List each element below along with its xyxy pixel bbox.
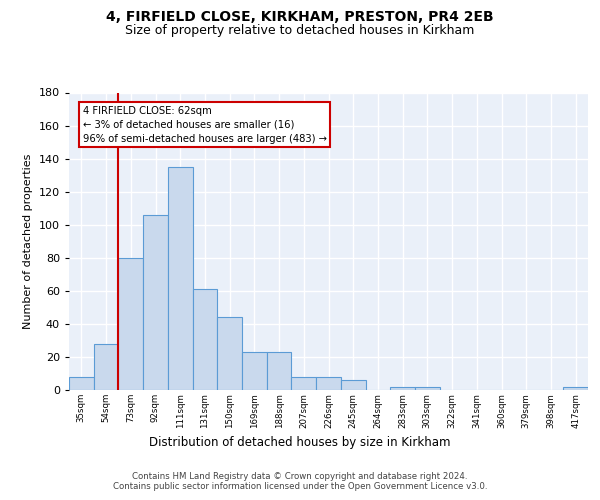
Bar [341, 380, 365, 390]
Bar [292, 377, 316, 390]
Bar [168, 167, 193, 390]
Bar [415, 386, 440, 390]
Bar [143, 215, 168, 390]
Bar [69, 377, 94, 390]
Bar [94, 344, 118, 390]
Text: Contains HM Land Registry data © Crown copyright and database right 2024.
Contai: Contains HM Land Registry data © Crown c… [113, 472, 487, 491]
Text: Size of property relative to detached houses in Kirkham: Size of property relative to detached ho… [125, 24, 475, 37]
Text: 4 FIRFIELD CLOSE: 62sqm
← 3% of detached houses are smaller (16)
96% of semi-det: 4 FIRFIELD CLOSE: 62sqm ← 3% of detached… [83, 106, 326, 144]
Bar [316, 377, 341, 390]
Bar [217, 318, 242, 390]
Bar [563, 386, 588, 390]
Bar [193, 289, 217, 390]
Bar [242, 352, 267, 390]
Y-axis label: Number of detached properties: Number of detached properties [23, 154, 33, 329]
Text: 4, FIRFIELD CLOSE, KIRKHAM, PRESTON, PR4 2EB: 4, FIRFIELD CLOSE, KIRKHAM, PRESTON, PR4… [106, 10, 494, 24]
Text: Distribution of detached houses by size in Kirkham: Distribution of detached houses by size … [149, 436, 451, 449]
Bar [390, 386, 415, 390]
Bar [118, 258, 143, 390]
Bar [267, 352, 292, 390]
